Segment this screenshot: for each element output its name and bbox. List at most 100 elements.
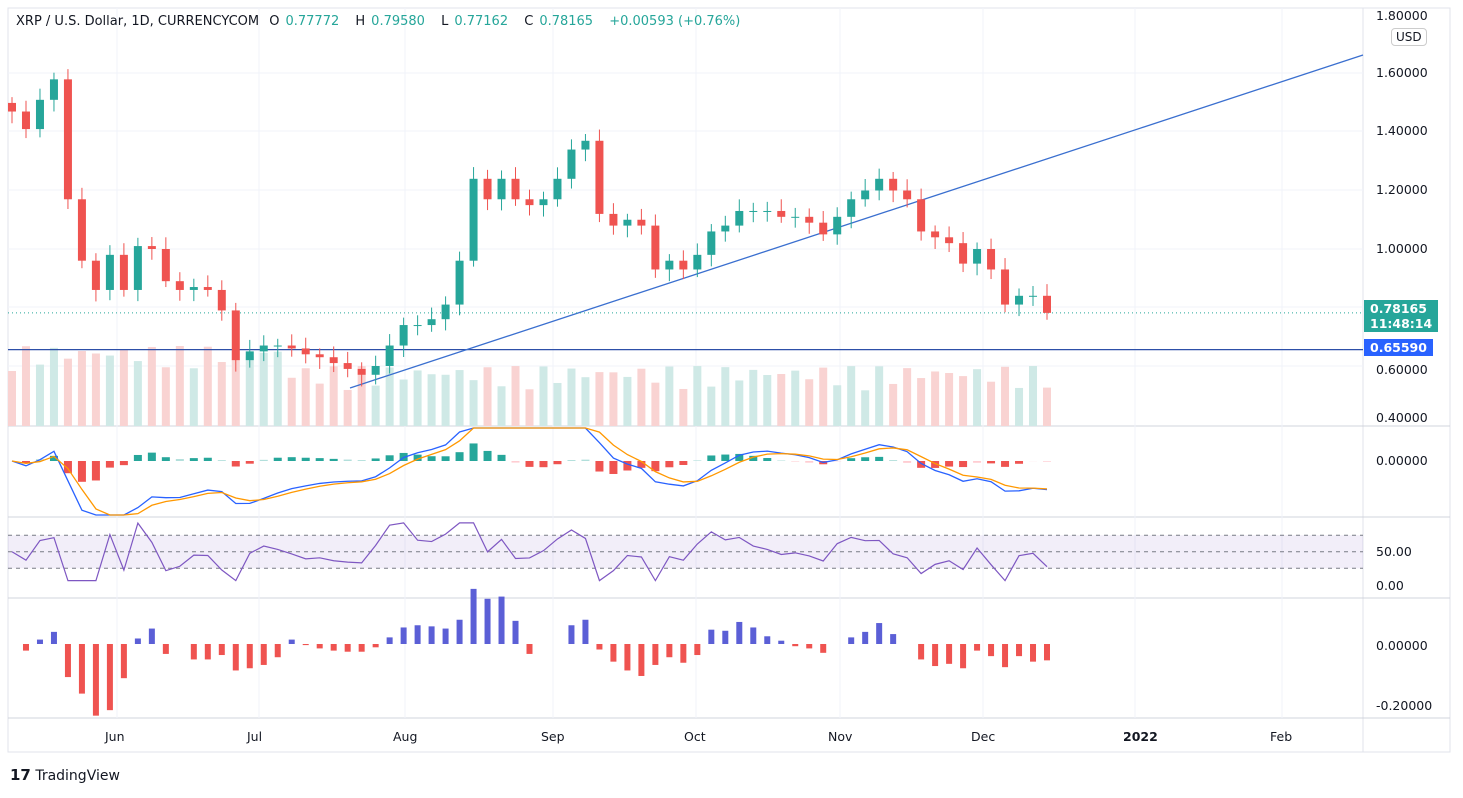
price-tick: 0.60000 <box>1376 362 1428 377</box>
volume-bar <box>539 366 548 426</box>
candle-body <box>973 249 982 264</box>
oscillator-bar <box>288 639 295 644</box>
oscillator-bar <box>22 644 29 651</box>
macd-histogram-bar <box>581 459 590 461</box>
macd-histogram-bar <box>567 460 576 461</box>
candle-body <box>1015 295 1024 305</box>
oscillator-bar <box>638 644 645 676</box>
rsi-tick: 0.00 <box>1376 578 1404 593</box>
symbol-title: XRP / U.S. Dollar, 1D, CURRENCYCOM <box>16 14 260 29</box>
oscillator-bar <box>512 620 519 644</box>
volume-bar <box>21 346 30 426</box>
candle-body <box>427 319 436 326</box>
oscillator-bar <box>106 644 113 711</box>
volume-bar <box>511 366 520 426</box>
oscillator-bar <box>722 630 729 644</box>
candle-body <box>847 199 856 217</box>
macd-tick: 0.00000 <box>1376 453 1428 468</box>
macd-histogram-bar <box>595 461 604 472</box>
oscillator-bar <box>806 644 813 649</box>
currency-button[interactable]: USD <box>1391 28 1427 46</box>
volume-bar <box>973 369 982 426</box>
volume-bar <box>735 380 744 426</box>
oscillator-bar <box>946 644 953 664</box>
macd-histogram-bar <box>147 452 156 461</box>
trend-line <box>349 54 1364 389</box>
candle-body <box>133 246 142 290</box>
oscillator-bar <box>386 637 393 644</box>
volume-bar <box>1001 366 1010 426</box>
volume-bar <box>1029 366 1038 426</box>
candle-body <box>49 79 58 100</box>
price-tick: 0.40000 <box>1376 410 1428 425</box>
open-value: 0.77772 <box>285 14 340 29</box>
macd-histogram-bar <box>637 461 646 468</box>
candle-body <box>273 345 282 347</box>
candle-body <box>203 287 212 290</box>
price-tick: 1.80000 <box>1376 8 1428 23</box>
oscillator-bar <box>162 644 169 654</box>
volume-bar <box>259 352 268 426</box>
candle-body <box>315 354 324 358</box>
volume-bar <box>609 372 618 426</box>
volume-bar <box>105 355 114 426</box>
candle-body <box>301 348 310 355</box>
macd-histogram-bar <box>917 461 926 468</box>
candle-body <box>959 243 968 264</box>
volume-bar <box>427 374 436 426</box>
macd-histogram-bar <box>875 456 884 461</box>
macd-histogram-bar <box>735 453 744 461</box>
macd-histogram-bar <box>889 460 898 461</box>
macd-histogram-bar <box>49 455 58 461</box>
level-price-tag: 0.65590 <box>1364 339 1433 356</box>
volume-bar <box>399 379 408 426</box>
oscillator-bar <box>652 644 659 665</box>
candle-body <box>567 149 576 179</box>
last-price: 0.78165 <box>1370 301 1427 316</box>
oscillator-bar <box>960 644 967 669</box>
candle-body <box>259 345 268 352</box>
candle-body <box>371 366 380 375</box>
macd-histogram-bar <box>721 454 730 461</box>
candle-body <box>77 199 86 261</box>
candle-body <box>91 260 100 290</box>
macd-histogram-bar <box>133 454 142 461</box>
macd-histogram-bar <box>329 458 338 461</box>
tradingview-logo[interactable]: 17 TradingView <box>10 766 120 784</box>
macd-histogram-bar <box>371 458 380 461</box>
oscillator-bar <box>820 644 827 653</box>
candle-body <box>679 260 688 270</box>
candle-body <box>161 249 170 282</box>
candle-body <box>511 178 520 200</box>
signal-line <box>11 427 1048 516</box>
volume-bar <box>595 372 604 426</box>
candle-body <box>819 222 828 235</box>
oscillator-bar <box>442 628 449 644</box>
macd-histogram-bar <box>987 461 996 464</box>
last-price-tag: 0.78165 11:48:14 <box>1364 300 1439 332</box>
candle-body <box>469 178 478 261</box>
volume-bar <box>833 385 842 426</box>
oscillator-bar <box>1002 644 1009 668</box>
oscillator-bar <box>470 588 477 644</box>
macd-histogram-bar <box>287 457 296 461</box>
volume-bar <box>287 377 296 426</box>
macd-histogram-bar <box>21 461 30 464</box>
oscillator-bar <box>414 625 421 644</box>
candle-body <box>21 111 30 130</box>
volume-bar <box>161 367 170 426</box>
macd-histogram-bar <box>679 461 688 465</box>
candle-body <box>805 216 814 223</box>
volume-bar <box>847 366 856 426</box>
volume-bar <box>749 369 758 426</box>
candle-body <box>119 254 128 290</box>
oscillator-bar <box>260 644 267 665</box>
volume-bar <box>483 367 492 426</box>
volume-bar <box>441 374 450 426</box>
change-value: +0.00593 (+0.76%) <box>609 14 741 29</box>
candle-body <box>245 351 254 361</box>
oscillator-bar <box>428 626 435 644</box>
macd-histogram-bar <box>105 461 114 468</box>
price-tick: 1.20000 <box>1376 182 1428 197</box>
